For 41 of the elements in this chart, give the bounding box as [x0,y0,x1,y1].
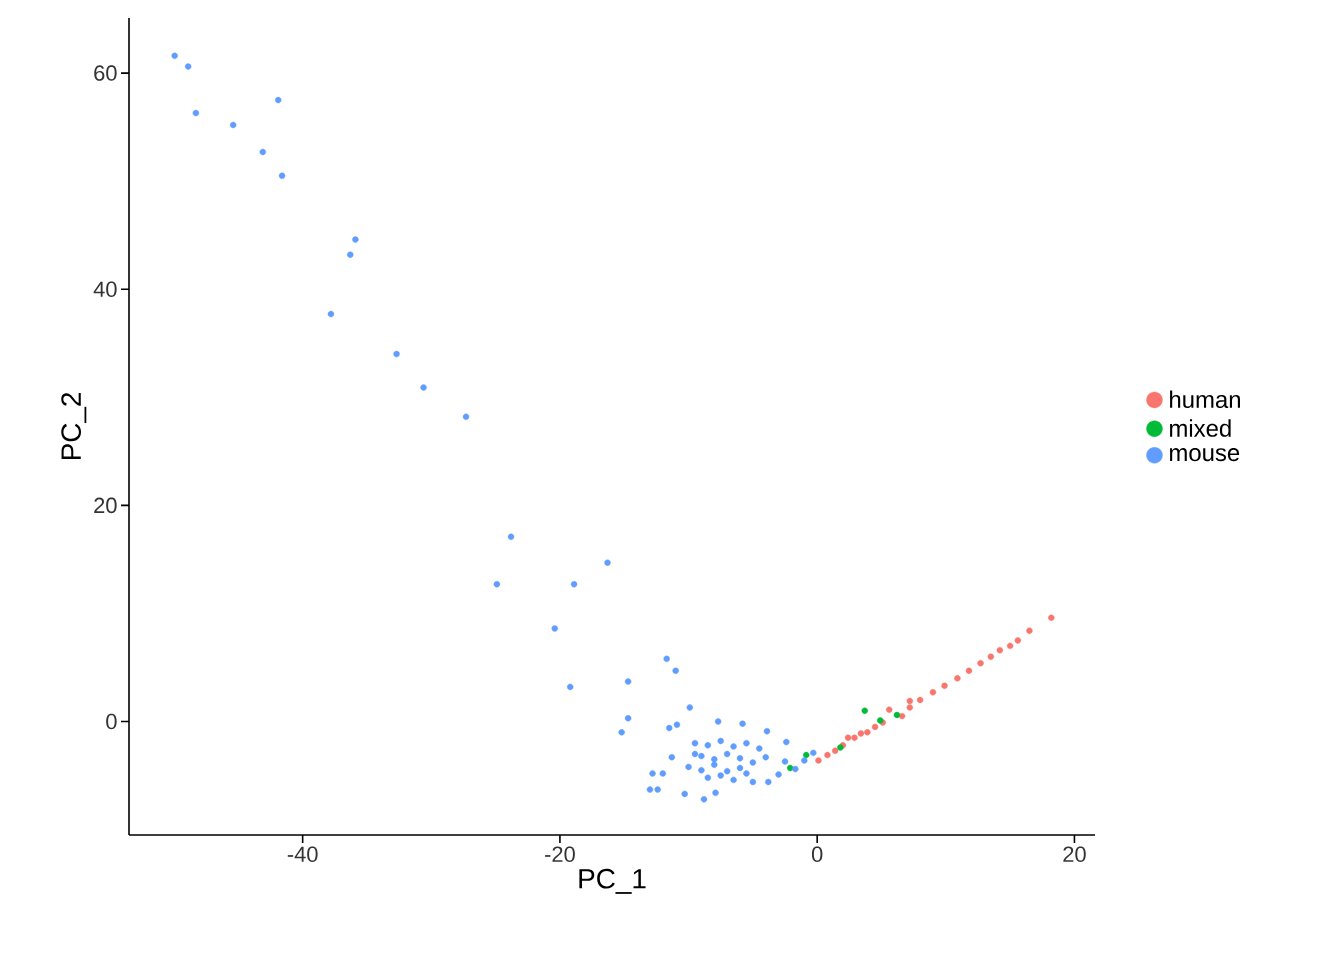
point [987,653,995,660]
point [929,689,937,696]
point [965,667,973,674]
legend-label: human [1170,390,1240,409]
point [954,675,961,682]
x-tick-label: -20 [545,846,575,863]
y-tick-label: 40 [93,281,117,297]
y-tick-label: 60 [94,65,117,81]
point [871,723,879,731]
point [1048,614,1055,621]
point [851,734,858,741]
x-tick-label: 0 [811,846,823,863]
point [803,751,810,759]
point [861,707,868,714]
point [832,747,839,754]
point [996,647,1004,654]
point [916,696,924,704]
point [824,751,831,759]
legend-label: mouse [1170,448,1240,462]
point [898,712,906,720]
point [786,764,794,772]
point [815,757,822,764]
point [893,711,901,719]
legend-label: mixed [1170,419,1231,437]
point [977,659,984,667]
point [1026,627,1033,634]
point [1014,637,1022,644]
y-tick-label: 0 [106,713,117,730]
x-tick-label: -40 [287,846,318,863]
point [906,697,913,705]
y-axis-title: PC_2 [61,393,87,460]
point [886,706,893,713]
point [1006,642,1014,650]
point [906,704,913,711]
point [864,729,871,736]
x-axis-title: PC_1 [579,868,646,894]
point [857,730,865,737]
y-tick-label: 20 [94,497,117,514]
x-tick-label: 20 [1063,846,1086,863]
point [941,682,948,690]
point [844,734,852,741]
